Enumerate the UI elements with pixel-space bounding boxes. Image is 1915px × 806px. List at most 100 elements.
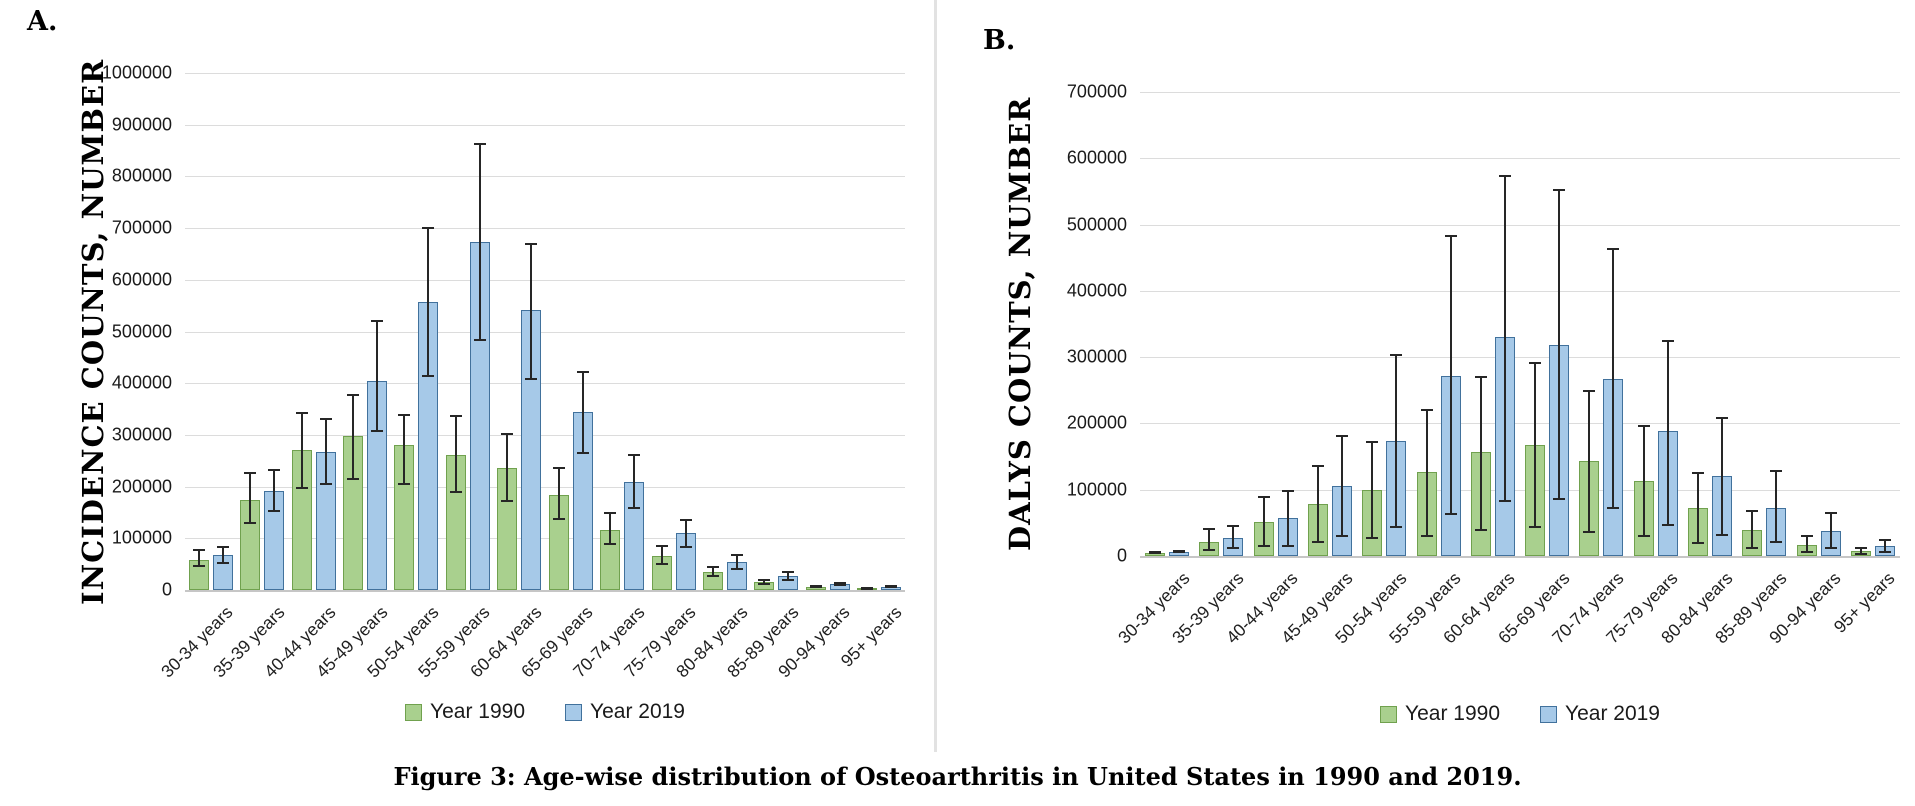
error-bar-cap-bottom <box>216 561 229 564</box>
error-bar-cap-bottom <box>576 452 589 455</box>
error-bar-year-2019 <box>782 570 795 581</box>
error-bar-cap-bottom <box>833 583 846 586</box>
error-bar-cap-bottom <box>1257 545 1270 548</box>
error-bar-cap-bottom <box>1173 551 1186 554</box>
error-bar-cap-top <box>1366 440 1379 443</box>
error-bar-line <box>221 545 224 564</box>
error-bar-year-1990 <box>295 412 308 489</box>
error-bar-line <box>1883 539 1886 553</box>
error-bar-year-2019 <box>1335 434 1348 537</box>
error-bar-line <box>1395 353 1398 528</box>
error-bar-cap-bottom <box>604 543 617 546</box>
error-bar-cap-bottom <box>655 563 668 566</box>
error-bar-cap-bottom <box>422 375 435 377</box>
gridline <box>1140 357 1900 359</box>
y-tick-label: 800000 <box>111 165 172 186</box>
error-bar-line <box>403 413 406 485</box>
error-bar-cap-bottom <box>1444 512 1457 515</box>
error-bar-cap-top <box>1607 247 1620 250</box>
panel-b-label: B. <box>983 25 1016 56</box>
error-bar-line <box>1449 234 1452 515</box>
gridline <box>185 331 905 333</box>
error-bar-cap-bottom <box>346 477 359 480</box>
panel-a-legend: Year 1990 Year 2019 <box>185 700 905 724</box>
error-bar-year-2019 <box>679 518 692 549</box>
error-bar-line <box>1859 547 1862 555</box>
error-bar-line <box>1696 471 1699 545</box>
error-bar-year-1990 <box>244 471 257 525</box>
error-bar-year-1990 <box>604 511 617 546</box>
panel-b-legend: Year 1990 Year 2019 <box>1140 702 1900 726</box>
error-bar-cap-bottom <box>398 482 411 485</box>
error-bar-line <box>1479 375 1482 531</box>
panel-a-label: A. <box>27 6 58 37</box>
error-bar-line <box>735 553 738 570</box>
error-bar-line <box>300 412 303 489</box>
error-bar-cap-top <box>1691 471 1704 474</box>
error-bar-cap-bottom <box>1607 506 1620 509</box>
gridline <box>185 176 905 178</box>
y-tick-label: 0 <box>161 579 172 600</box>
error-bar-line <box>197 548 200 568</box>
error-bar-year-1990 <box>346 394 359 480</box>
error-bar-cap-top <box>1335 434 1348 437</box>
error-bar-year-1990 <box>1854 547 1867 555</box>
error-bar-cap-top <box>1281 490 1294 493</box>
error-bar-cap-top <box>833 581 846 584</box>
error-bar-line <box>1720 417 1723 537</box>
gridline <box>185 538 905 540</box>
y-tick-label: 100000 <box>1066 479 1127 500</box>
bar-group-90-94-years: 90-94 years <box>1765 92 1845 647</box>
error-bar-cap-bottom <box>1824 547 1837 550</box>
gridline <box>1140 489 1900 491</box>
gridline <box>185 279 905 281</box>
error-bar-cap-bottom <box>809 585 822 588</box>
error-bar-year-1990 <box>1691 471 1704 545</box>
error-bar-line <box>324 418 327 486</box>
y-tick-label: 500000 <box>111 321 172 341</box>
error-bar-cap-top <box>1311 465 1324 468</box>
error-bar-cap-bottom <box>1637 535 1650 538</box>
error-bar-year-2019 <box>1444 234 1457 515</box>
gridline <box>185 383 905 385</box>
panel-divider-line <box>934 0 937 752</box>
legend-label-year-1990: Year 1990 <box>430 700 525 723</box>
y-tick-label: 400000 <box>111 372 172 393</box>
error-bar-cap-top <box>730 553 743 556</box>
error-bar-cap-bottom <box>1583 531 1596 534</box>
error-bar-year-2019 <box>1661 339 1674 526</box>
error-bar-line <box>1286 490 1289 547</box>
error-bar-cap-bottom <box>192 565 205 568</box>
error-bar-line <box>838 581 841 586</box>
error-bar-cap-bottom <box>1498 499 1511 502</box>
error-bar-cap-top <box>1878 539 1891 542</box>
y-tick-label: 700000 <box>1066 81 1127 102</box>
error-bar-cap-top <box>1770 469 1783 472</box>
error-bar-year-2019 <box>1173 550 1186 554</box>
bar-group-80-84-years: 80-84 years <box>672 73 751 681</box>
panel-b-plot-area: 0 100000 200000 300000 400000 500000 600000 700… <box>1067 82 1900 647</box>
error-bar-cap-top <box>1173 550 1186 553</box>
error-bar-line <box>351 394 354 480</box>
bar-group-50-54-years: 50-54 years <box>363 73 443 681</box>
error-bar-year-1990 <box>1203 528 1216 551</box>
error-bar-year-1990 <box>706 565 719 578</box>
error-bar-year-2019 <box>1281 490 1294 547</box>
error-bar-line <box>1751 509 1754 550</box>
error-bar-line <box>1642 425 1645 538</box>
error-bar-cap-bottom <box>473 338 486 341</box>
error-bar-cap-top <box>525 242 538 245</box>
error-bar-cap-top <box>1715 417 1728 420</box>
error-bar-cap-top <box>706 565 719 568</box>
error-bar-line <box>787 570 790 581</box>
bar-group-55-59-years: 55-59 years <box>1385 92 1465 647</box>
error-bar-cap-bottom <box>1335 534 1348 537</box>
bar-group-45-49-years: 45-49 years <box>312 73 391 681</box>
error-bar-cap-top <box>576 370 589 373</box>
bar-group-75-79-years: 75-79 years <box>620 73 700 681</box>
error-bar-line <box>454 414 457 493</box>
error-bar-cap-bottom <box>1529 526 1542 529</box>
error-bar-year-1990 <box>192 548 205 568</box>
error-bar-cap-bottom <box>1878 550 1891 553</box>
panel-a-plot-area: 0 100000 200000 300000 400000 500000 600000 700… <box>102 63 905 682</box>
